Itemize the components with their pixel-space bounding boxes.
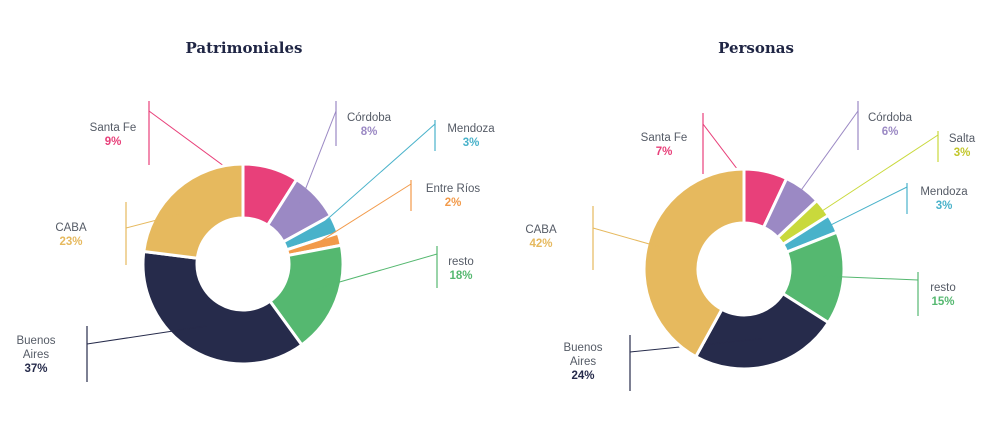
slice-buenos-aires bbox=[693, 291, 831, 371]
leader-line-mendoza bbox=[308, 123, 436, 236]
slice-value-resto: 15% bbox=[931, 296, 954, 308]
leader-line-mendoza bbox=[807, 186, 908, 237]
slice-value-salta: 3% bbox=[954, 147, 971, 159]
leader-line-cordoba bbox=[295, 110, 337, 215]
slice-buenos-aires bbox=[141, 249, 304, 366]
donut-chart-personas: Santa Fe 7% Córdoba 6% Salta 3% Mendoza 3% resto… bbox=[525, 101, 976, 391]
slice-value-resto: 18% bbox=[449, 270, 472, 282]
slice-value-caba: 23% bbox=[59, 236, 82, 248]
slice-value-buenos-aires: 37% bbox=[24, 363, 47, 375]
slice-value-mendoza: 3% bbox=[463, 137, 480, 149]
slice-label-buenos-aires: Buenos Aires bbox=[16, 335, 55, 361]
leader-line-caba bbox=[125, 209, 196, 229]
leader-line-resto bbox=[309, 253, 438, 291]
slice-label-resto: resto bbox=[930, 282, 956, 294]
leader-line-resto bbox=[815, 275, 919, 281]
slice-label-santa-fe: Santa Fe bbox=[90, 122, 137, 134]
slice-label-entre-rios: Entre Ríos bbox=[426, 183, 481, 195]
chart-title-personas: Personas bbox=[718, 39, 794, 57]
slice-caba bbox=[142, 162, 245, 260]
slice-label-cordoba: Córdoba bbox=[868, 112, 913, 124]
slice-value-santa-fe: 9% bbox=[105, 136, 122, 148]
chart-title-patrimoniales: Patrimoniales bbox=[185, 39, 302, 57]
slice-value-cordoba: 8% bbox=[361, 126, 378, 138]
slice-caba bbox=[642, 167, 746, 359]
leader-line-buenos-aires bbox=[86, 325, 207, 345]
slice-label-buenos-aires: Buenos Aires bbox=[563, 342, 602, 368]
slice-value-buenos-aires: 24% bbox=[571, 370, 594, 382]
slice-value-mendoza: 3% bbox=[936, 200, 953, 212]
slice-label-caba: CABA bbox=[55, 222, 87, 234]
slice-label-santa-fe: Santa Fe bbox=[641, 132, 688, 144]
leader-line-cordoba bbox=[785, 110, 859, 212]
slice-label-mendoza: Mendoza bbox=[447, 123, 495, 135]
slice-label-mendoza: Mendoza bbox=[920, 186, 968, 198]
slice-label-cordoba: Córdoba bbox=[347, 112, 392, 124]
slice-value-caba: 42% bbox=[529, 238, 552, 250]
leader-line-entre-rios bbox=[312, 183, 412, 247]
leader-line-santa-fe bbox=[702, 123, 761, 200]
leader-line-salta bbox=[800, 134, 939, 226]
slice-value-cordoba: 6% bbox=[882, 126, 899, 138]
slice-value-santa-fe: 7% bbox=[656, 146, 673, 158]
slice-label-caba: CABA bbox=[525, 224, 557, 236]
slice-label-salta: Salta bbox=[949, 133, 976, 145]
slice-value-entre-rios: 2% bbox=[445, 197, 462, 209]
donut-chart-patrimoniales: Santa Fe 9% Córdoba 8% Mendoza 3% Entre Ríos 2%… bbox=[16, 101, 495, 382]
leader-line-caba bbox=[592, 227, 675, 252]
slice-label-resto: resto bbox=[448, 256, 474, 268]
